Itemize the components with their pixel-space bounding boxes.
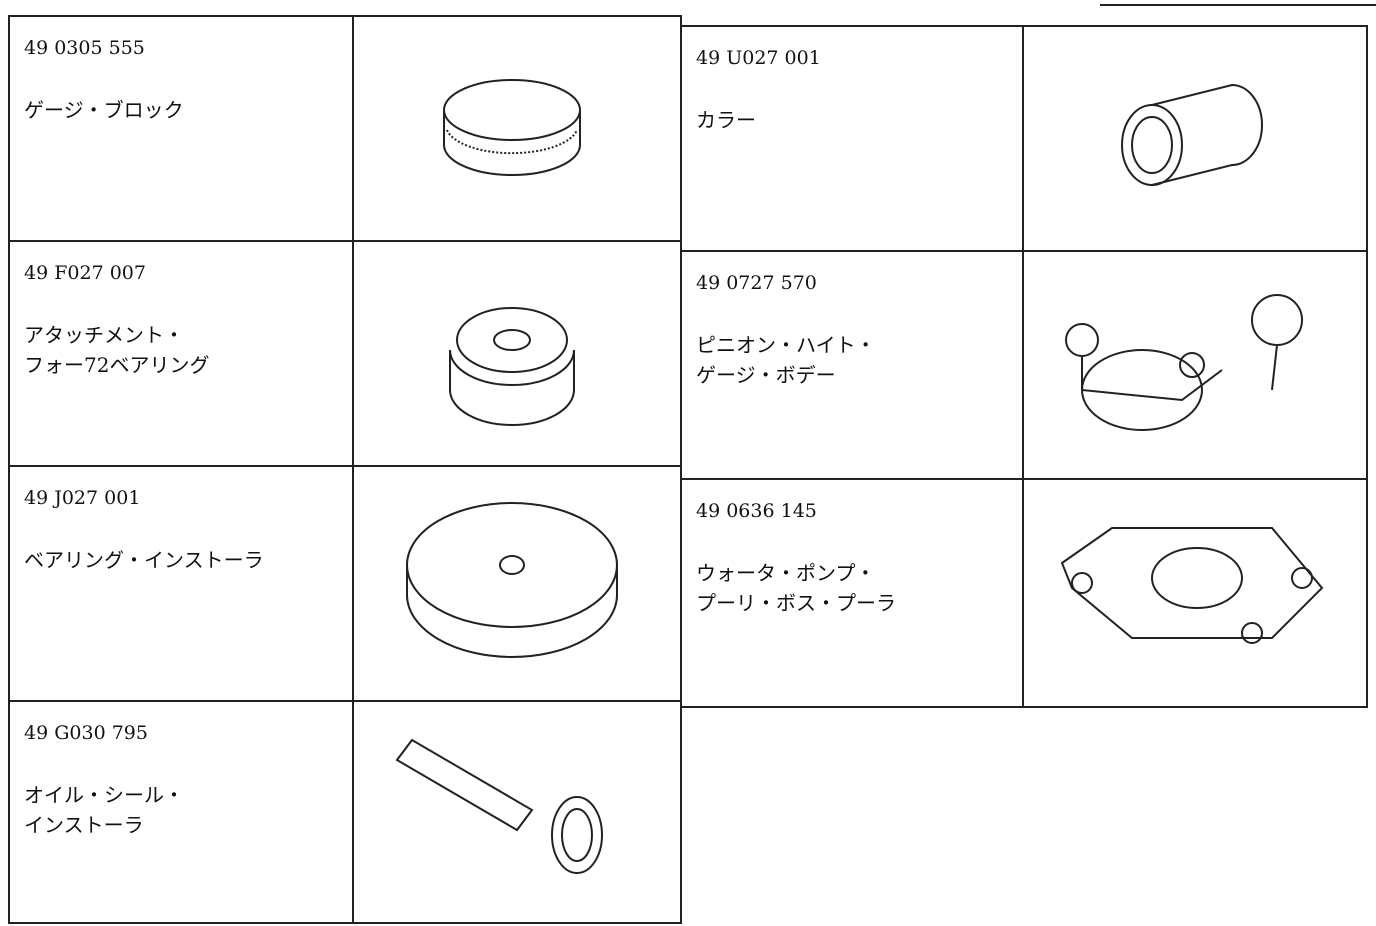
pinion-gauge-image <box>1065 294 1303 431</box>
name-line: インストーラ <box>24 813 144 837</box>
name-line: ピニオン・ハイト・ <box>696 333 876 357</box>
name-line: ゲージ・ブロック <box>24 98 184 122</box>
part-number: 49 0636 145 <box>696 500 817 522</box>
name-line: ベアリング・インストーラ <box>24 548 264 572</box>
gauge-block-image <box>443 79 581 176</box>
text-cell: 49 U027 001 カラー <box>680 25 1024 252</box>
name-line: オイル・シール・ <box>24 783 184 807</box>
part-number: 49 F027 007 <box>24 262 146 284</box>
name-line: ウォータ・ポンプ・ <box>696 561 876 585</box>
attachment-image <box>449 307 575 426</box>
text-cell: 49 0636 145 ウォータ・ポンプ・ プーリ・ボス・プーラ <box>680 478 1024 708</box>
tool-name: アタッチメント・フォー72ベアリング <box>24 320 209 380</box>
text-cell: 49 0305 555 ゲージ・ブロック <box>8 15 354 242</box>
tool-name: オイル・シール・ インストーラ <box>24 780 184 840</box>
part-number: 49 G030 795 <box>24 722 148 744</box>
tool-name: ゲージ・ブロック <box>24 95 184 125</box>
part-number: 49 0727 570 <box>696 272 817 294</box>
tool-name: ピニオン・ハイト・ ゲージ・ボデー <box>696 330 876 390</box>
collar-image <box>1121 83 1263 186</box>
text-cell: 49 F027 007 アタッチメント・フォー72ベアリング <box>8 240 354 467</box>
name-line: プーリ・ボス・プーラ <box>696 591 896 615</box>
tool-name: ウォータ・ポンプ・ プーリ・ボス・プーラ <box>696 558 896 618</box>
rule <box>1100 4 1376 6</box>
name-line: フォー72ベアリング <box>24 353 210 377</box>
name-line: アタッチメント・ <box>24 323 184 347</box>
part-number: 49 0305 555 <box>24 37 145 59</box>
text-cell: 49 J027 001 ベアリング・インストーラ <box>8 465 354 702</box>
name-line: カラー <box>696 108 756 132</box>
oil-seal-installer-image <box>395 738 603 874</box>
text-cell: 49 G030 795 オイル・シール・ インストーラ <box>8 700 354 924</box>
name-line: ゲージ・ボデー <box>696 363 836 387</box>
part-number: 49 U027 001 <box>696 47 821 69</box>
text-cell: 49 0727 570 ピニオン・ハイト・ ゲージ・ボデー <box>680 250 1024 480</box>
bearing-installer-image <box>406 502 618 658</box>
part-number: 49 J027 001 <box>24 487 141 509</box>
tool-name: カラー <box>696 105 756 135</box>
tool-name: ベアリング・インストーラ <box>24 545 264 575</box>
puller-image <box>1060 527 1324 644</box>
